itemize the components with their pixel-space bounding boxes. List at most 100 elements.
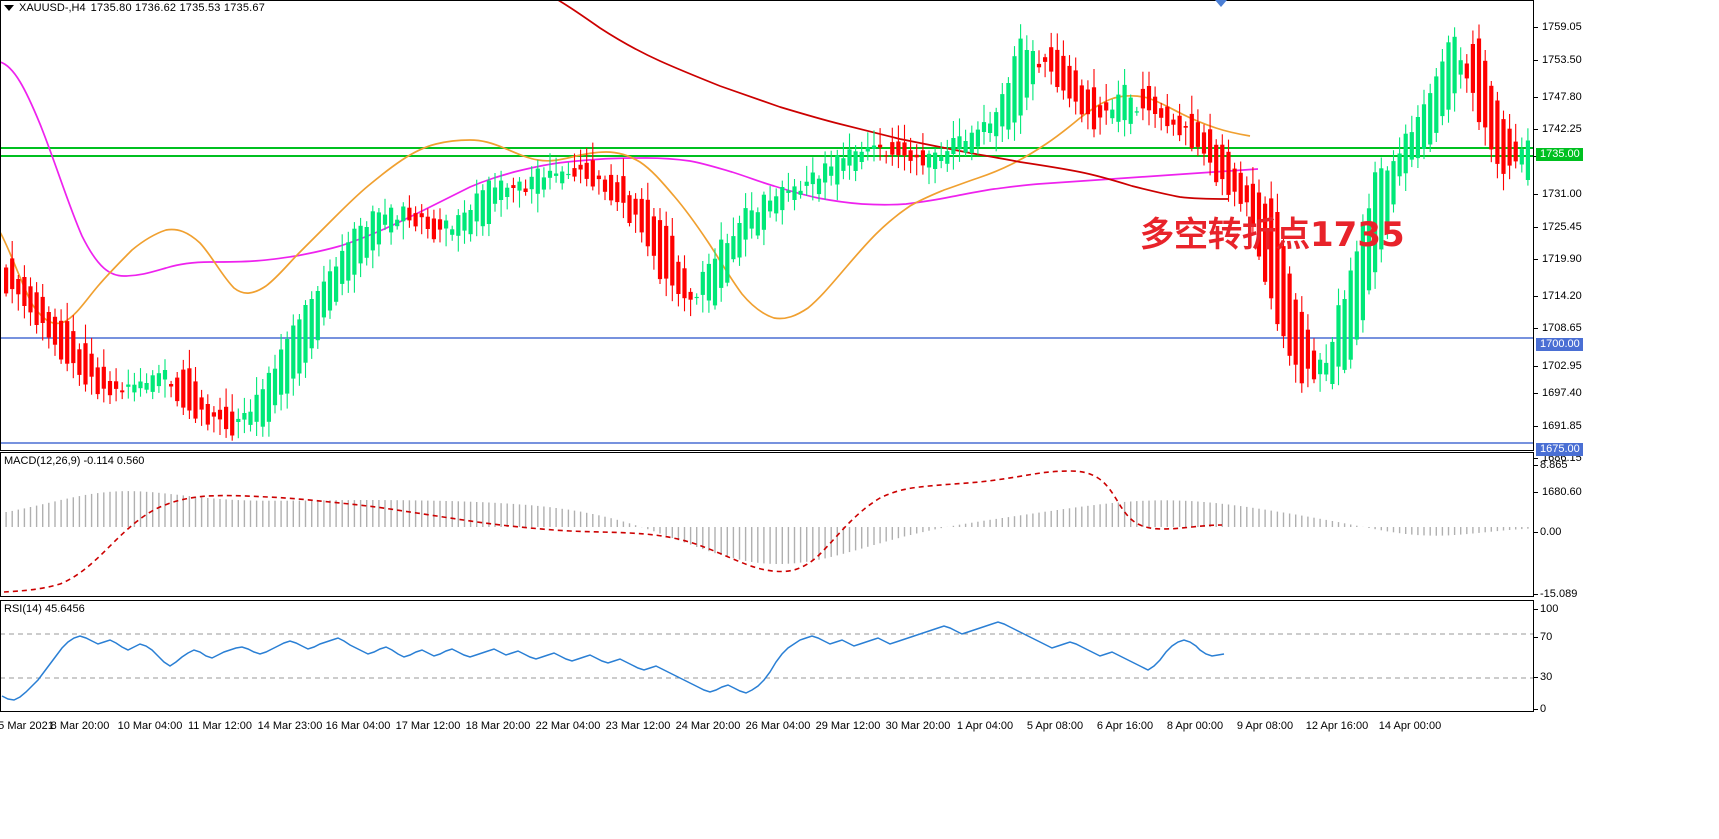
rsi-panel[interactable]: RSI(14) 45.6456 (0, 600, 1534, 712)
candle-body (865, 147, 870, 152)
candle-body (657, 220, 663, 280)
candle-body (462, 212, 467, 231)
candle-body (664, 225, 669, 279)
candle-body (1250, 183, 1255, 225)
macd-axis-label: -15.089 (1540, 588, 1578, 600)
candle-body (107, 381, 113, 396)
candle-body (334, 266, 339, 302)
macd-axis-tick (1534, 532, 1538, 533)
candle-body (829, 166, 834, 176)
candle-body (1232, 168, 1237, 192)
candle-body (1483, 60, 1488, 128)
time-axis-label: 24 Mar 20:00 (675, 720, 741, 732)
candle-body (1385, 170, 1390, 234)
candle-body (89, 353, 94, 377)
time-axis-label: 9 Apr 08:00 (1236, 720, 1294, 732)
candle-body (59, 320, 64, 360)
time-axis-label: 17 Mar 12:00 (395, 720, 461, 732)
candle-body (364, 227, 369, 258)
candle-body (456, 215, 461, 236)
candle-body (602, 179, 608, 192)
candle-body (1201, 132, 1207, 154)
price-axis-label: 1691.85 (1542, 420, 1582, 432)
rsi-axis-label: 30 (1540, 671, 1553, 683)
price-level-badge[interactable]: 1735.00 (1536, 148, 1583, 161)
rsi-axis-label: 0 (1540, 703, 1547, 715)
macd-axis[interactable]: 8.865 0.00 -15.089 (1534, 452, 1719, 600)
rsi-plot[interactable] (0, 600, 1534, 712)
time-axis-label: 5 Mar 2021 (0, 720, 54, 732)
candle-body (1501, 119, 1506, 174)
candle-body (774, 196, 779, 214)
candle-body (358, 225, 363, 264)
candle-body (988, 123, 993, 133)
price-axis-tick (1534, 60, 1538, 61)
rsi-axis[interactable]: 100 70 30 0 (1534, 600, 1719, 715)
candle-body (1318, 359, 1323, 375)
candle-body (1379, 168, 1384, 250)
time-axis[interactable]: 5 Mar 2021 8 Mar 20:00 10 Mar 04:00 11 Mar … (0, 716, 1534, 738)
candle-body (175, 377, 180, 402)
candle-body (1079, 85, 1084, 115)
candle-body (1055, 49, 1060, 87)
candle-body (627, 195, 632, 223)
candle-body (1128, 97, 1133, 124)
candle-body (1110, 109, 1115, 119)
candle-body (499, 180, 504, 200)
candle-body (1354, 251, 1359, 340)
candle-body (572, 168, 577, 177)
candle-body (279, 349, 284, 395)
macd-panel[interactable]: MACD(12,26,9) -0.114 0.560 (0, 452, 1534, 597)
macd-axis-label: 8.865 (1540, 459, 1568, 471)
candle-body (1305, 329, 1310, 369)
candle-body (1373, 172, 1378, 273)
candle-body (755, 212, 760, 236)
candle-body (1434, 76, 1439, 133)
time-axis-label: 6 Apr 16:00 (1096, 720, 1154, 732)
candle-body (1263, 203, 1268, 282)
rsi-axis-label: 70 (1540, 631, 1553, 643)
candle-body (700, 271, 705, 295)
candle-body (401, 206, 406, 222)
price-axis[interactable]: 1759.051753.501747.801742.251736.701731.… (1534, 0, 1719, 498)
candle-body (1146, 86, 1152, 111)
candle-body (926, 153, 932, 168)
candle-body (1098, 105, 1103, 118)
candle-body (242, 413, 247, 420)
price-panel[interactable] (0, 0, 1534, 451)
candle-body (16, 279, 21, 295)
candle-body (1525, 140, 1530, 180)
price-level-badge[interactable]: 1700.00 (1536, 338, 1583, 351)
candle-body (786, 190, 791, 193)
macd-plot[interactable] (0, 452, 1534, 597)
candle-body (303, 305, 308, 363)
candle-body (706, 263, 711, 301)
macd-signal-line (3, 470, 1223, 593)
rsi-axis-tick (1534, 709, 1538, 710)
candle-body (199, 397, 204, 410)
candle-body (939, 156, 944, 161)
candle-body (71, 331, 76, 364)
triangle-down-icon[interactable] (4, 5, 14, 11)
candle-body (1311, 350, 1317, 380)
price-axis-tick (1534, 492, 1538, 493)
candle-body (804, 181, 809, 186)
candle-body (1067, 65, 1072, 99)
candle-body (217, 409, 223, 420)
candle-body (1464, 63, 1469, 79)
candle-body (1391, 161, 1396, 205)
price-axis-label: 1725.45 (1542, 221, 1582, 233)
candle-body (65, 321, 70, 364)
candle-body (1348, 270, 1353, 360)
candle-body (260, 389, 265, 427)
candle-body (1220, 144, 1225, 180)
rsi-line (1, 621, 1225, 701)
time-axis-label: 30 Mar 20:00 (885, 720, 951, 732)
candle-body (633, 198, 638, 215)
price-plot[interactable] (0, 0, 1534, 451)
price-level-badge[interactable]: 1675.00 (1536, 443, 1583, 456)
candle-body (28, 286, 33, 313)
candle-body (1226, 151, 1231, 195)
candle-body (1030, 51, 1035, 85)
candle-body (737, 223, 742, 258)
